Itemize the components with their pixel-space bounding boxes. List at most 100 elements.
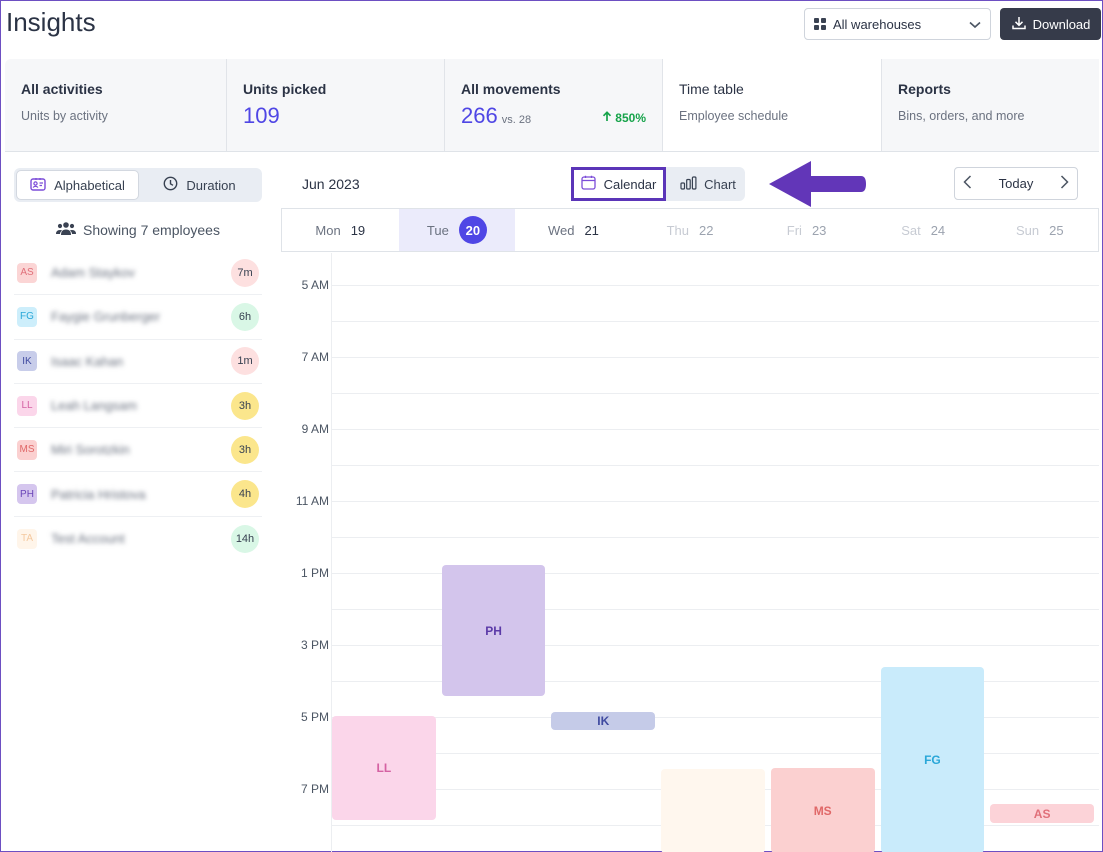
day-column-header[interactable]: Sat 24	[865, 209, 982, 251]
today-button[interactable]: Today	[998, 176, 1034, 191]
hour-gridline	[331, 717, 1099, 718]
employee-count-label: Showing 7 employees	[83, 222, 220, 238]
time-axis-divider	[331, 253, 332, 852]
next-week-button[interactable]	[1060, 175, 1069, 192]
tab-units-picked[interactable]: Units picked 109	[227, 59, 445, 151]
day-column-header[interactable]: Thu 22	[632, 209, 749, 251]
annotation-arrow-icon	[769, 159, 869, 214]
date-navigator: Today	[954, 167, 1078, 200]
hour-gridline	[331, 429, 1099, 430]
employee-name: Miri Sorotzkin	[51, 442, 130, 458]
hour-gridline	[331, 609, 1099, 610]
employee-row[interactable]: PH Patricia Hristova 4h	[14, 472, 262, 517]
hour-gridline	[331, 681, 1099, 682]
tab-subtitle: Units by activity	[21, 109, 108, 123]
time-label: 5 PM	[300, 710, 329, 724]
chart-view-button[interactable]: Chart	[671, 167, 745, 201]
employee-initials: FG	[17, 306, 37, 327]
duration-badge: 1m	[231, 347, 259, 376]
time-label: 11 AM	[295, 494, 329, 508]
download-button[interactable]: Download	[1000, 8, 1101, 40]
schedule-event[interactable]	[661, 769, 765, 852]
employee-row[interactable]: LL Leah Langsam 3h	[14, 384, 262, 429]
hour-gridline	[331, 537, 1099, 538]
day-name: Thu	[666, 222, 689, 238]
download-icon	[1011, 15, 1027, 34]
employee-row[interactable]: TA Test Account 14h	[14, 517, 262, 561]
schedule-event[interactable]: PH	[441, 565, 546, 697]
employee-initials: TA	[17, 528, 37, 549]
day-column-header[interactable]: Mon 19	[282, 209, 399, 251]
employee-row[interactable]: IK Isaac Kahan 1m	[14, 340, 262, 384]
day-number: 19	[350, 222, 366, 238]
employee-row[interactable]: FG Faygie Grunberger 6h	[14, 295, 262, 340]
schedule-event[interactable]: LL	[332, 715, 436, 820]
tab-title: Reports	[898, 81, 951, 97]
hour-gridline	[331, 573, 1099, 574]
warehouse-select-label: All warehouses	[833, 16, 922, 32]
employee-row[interactable]: AS Adam Staykov 7m	[14, 251, 262, 296]
page-title: Insights	[6, 7, 96, 37]
prev-week-button[interactable]	[963, 175, 972, 192]
day-name: Mon	[315, 222, 341, 238]
tab-title: Time table	[679, 81, 744, 97]
day-name: Fri	[786, 222, 802, 238]
insights-tabs: All activities Units by activity Units p…	[5, 59, 1099, 152]
duration-badge: 3h	[231, 435, 259, 464]
warehouse-select[interactable]: All warehouses	[804, 8, 991, 40]
day-column-header[interactable]: Fri 23	[748, 209, 865, 251]
time-label: 7 PM	[300, 782, 329, 796]
calendar-view-label: Calendar	[603, 176, 657, 192]
employee-initials: AS	[17, 262, 37, 283]
schedule-event[interactable]: FG	[880, 666, 985, 852]
hour-gridline	[331, 393, 1099, 394]
employee-name: Test Account	[51, 531, 125, 547]
download-label: Download	[1032, 16, 1091, 32]
day-name: Sun	[1015, 222, 1040, 238]
duration-badge: 6h	[231, 302, 259, 331]
hour-gridline	[331, 753, 1099, 754]
employee-row[interactable]: MS Miri Sorotzkin 3h	[14, 428, 262, 473]
chart-view-label: Chart	[704, 176, 736, 192]
tab-all-movements[interactable]: All movements 266 vs. 28 850%	[445, 59, 663, 151]
duration-badge: 4h	[231, 480, 259, 509]
arrow-up-icon	[602, 111, 615, 125]
hour-gridline	[331, 357, 1099, 358]
hour-gridline	[331, 285, 1099, 286]
tab-value: 109	[243, 103, 280, 128]
employee-initials: LL	[17, 395, 37, 416]
duration-badge: 14h	[231, 524, 259, 553]
day-column-header[interactable]: Tue 20	[398, 209, 516, 251]
week-day-strip: Mon 19 Tue 20 Wed 21 Thu 22 Fri 23 Sat 24 Sun 25	[281, 208, 1099, 252]
tab-all-activities[interactable]: All activities Units by activity	[5, 59, 227, 151]
day-name: Wed	[547, 222, 575, 238]
day-number: 24	[930, 222, 946, 238]
tab-subtitle: Bins, orders, and more	[898, 109, 1025, 123]
hour-gridline	[331, 645, 1099, 646]
employee-list: AS Adam Staykov 7m FG Faygie Grunberger 6h IK I…	[14, 251, 262, 561]
chevron-down-icon	[969, 17, 981, 32]
contact-card-icon	[30, 177, 46, 194]
day-number: 20	[458, 216, 487, 244]
tab-value: 266	[461, 103, 498, 128]
sort-duration-button[interactable]: Duration	[139, 170, 260, 200]
schedule-event[interactable]: MS	[770, 768, 875, 852]
tab-reports[interactable]: Reports Bins, orders, and more	[882, 59, 1099, 151]
day-number: 23	[811, 222, 827, 238]
employee-initials: PH	[17, 484, 37, 505]
schedule-event[interactable]: IK	[551, 711, 656, 730]
schedule-event[interactable]: AS	[990, 804, 1094, 824]
tab-time-table[interactable]: Time table Employee schedule	[663, 59, 882, 151]
time-grid: 5 AM 7 AM 9 AM 11 AM 1 PM 3 PM 5 PM 7 PM PH LL IK M…	[281, 253, 1099, 852]
day-column-header[interactable]: Wed 21	[515, 209, 632, 251]
day-column-header[interactable]: Sun 25	[981, 209, 1098, 251]
sort-alphabetical-button[interactable]: Alphabetical	[16, 170, 139, 200]
time-label: 7 AM	[301, 350, 329, 364]
employee-name: Patricia Hristova	[51, 486, 146, 502]
calendar-view-button[interactable]: Calendar	[571, 167, 666, 201]
day-number: 25	[1049, 222, 1064, 238]
duration-badge: 3h	[231, 391, 259, 420]
employee-count: Showing 7 employees	[14, 221, 262, 239]
tab-vs-value: vs. 28	[501, 114, 532, 126]
users-icon	[56, 221, 76, 239]
